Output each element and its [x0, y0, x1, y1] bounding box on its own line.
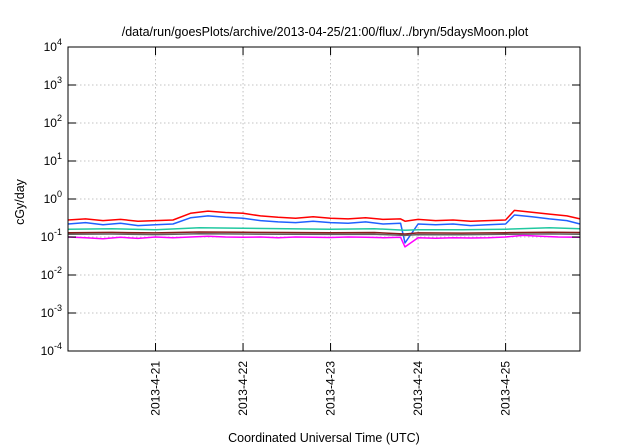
y-tick-label: 101: [44, 151, 62, 168]
y-tick-label: 10-2: [41, 265, 62, 282]
x-tick-labels: 2013-4-21 2013-4-22 2013-4-23 2013-4-24 2013…: [149, 361, 513, 416]
chart-title: /data/run/goesPlots/archive/2013-04-25/2…: [122, 25, 529, 39]
y-tick-label: 100: [44, 189, 62, 206]
y-tick-label: 10-4: [41, 341, 62, 358]
y-tick-labels: 10-4 10-3 10-2 10-1 100 101 102 103 104: [41, 37, 62, 358]
y-tick-label: 10-1: [41, 227, 62, 244]
grid-lines: [68, 47, 580, 351]
series-line-6: [67, 234, 581, 248]
axis-ticks: [68, 46, 580, 352]
x-tick-label: 2013-4-25: [499, 361, 513, 416]
y-axis-label: cGy/day: [13, 178, 27, 225]
y-tick-label: 10-3: [41, 303, 62, 320]
series-line-4: [67, 231, 581, 235]
x-tick-label: 2013-4-23: [324, 361, 338, 416]
series-line-2: [67, 214, 581, 244]
x-tick-label: 2013-4-22: [236, 361, 250, 416]
series-line-1: [67, 209, 581, 222]
series-lines: [67, 209, 581, 248]
y-tick-label: 104: [44, 37, 62, 54]
series-line-3: [67, 227, 581, 232]
x-tick-label: 2013-4-21: [149, 361, 163, 416]
x-axis-label: Coordinated Universal Time (UTC): [228, 431, 420, 445]
x-tick-label: 2013-4-24: [411, 361, 425, 416]
series-line-5: [67, 232, 581, 237]
y-tick-label: 103: [44, 75, 62, 92]
y-tick-label: 102: [44, 113, 62, 130]
